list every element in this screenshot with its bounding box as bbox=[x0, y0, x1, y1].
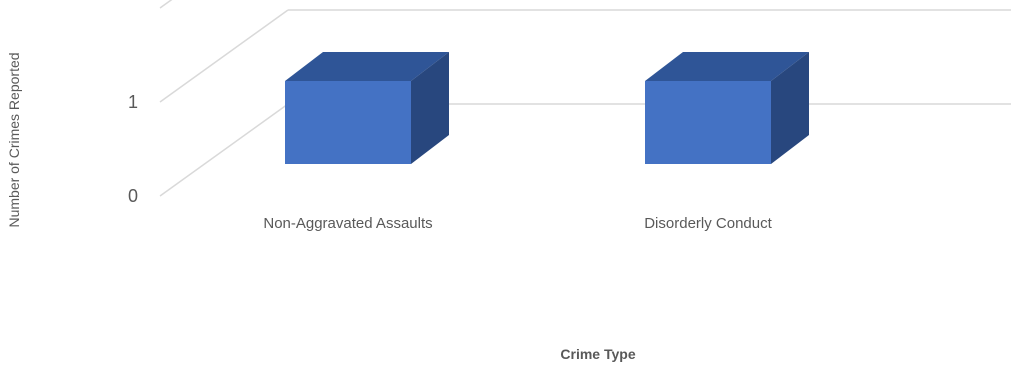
bar-top-face bbox=[285, 52, 449, 81]
bar-side-face bbox=[411, 52, 449, 164]
y-axis-title: Number of Crimes Reported bbox=[6, 52, 22, 228]
x-tick-label: Non-Aggravated Assaults bbox=[263, 215, 432, 232]
x-axis-title: Crime Type bbox=[560, 346, 636, 362]
bar bbox=[645, 81, 771, 164]
bar-top-face bbox=[645, 52, 809, 81]
gridline-depth bbox=[159, 9, 289, 103]
gridline-depth bbox=[159, 0, 173, 9]
y-tick-label: 1 bbox=[128, 92, 138, 112]
gridline-depth bbox=[159, 103, 289, 197]
x-tick-label: Disorderly Conduct bbox=[644, 215, 772, 232]
bar-side-face bbox=[771, 52, 809, 164]
y-tick-label: 0 bbox=[128, 186, 138, 206]
bar bbox=[285, 81, 411, 164]
